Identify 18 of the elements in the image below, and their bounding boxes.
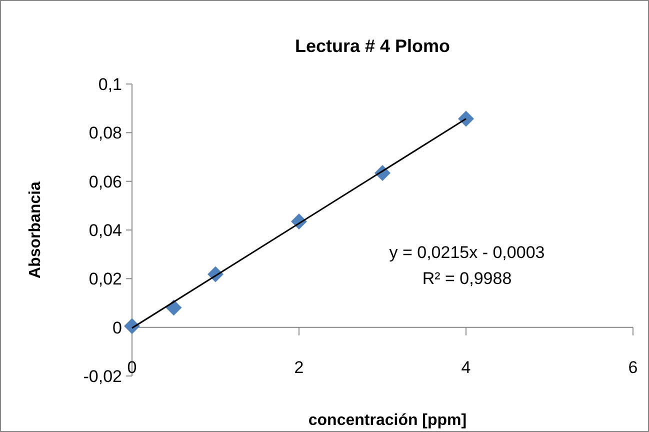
annotation: R² = 0,9988 (422, 269, 512, 288)
x-axis-title: concentración [ppm] (308, 412, 467, 429)
point (124, 318, 140, 334)
y-tick-label: -0,02 (83, 366, 122, 386)
y-tick-label: 0,08 (88, 124, 122, 143)
annotation: y = 0,0215x - 0,0003 (389, 243, 545, 262)
y-axis-title: Absorbancia (27, 181, 44, 278)
y-tick-label: 0,06 (88, 172, 122, 192)
y-tick-label: 0,04 (88, 220, 122, 240)
y-tick-label: 0,1 (98, 74, 122, 94)
point (458, 110, 474, 127)
chart-title: Lectura # 4 Plomo (294, 36, 450, 56)
x-tick-label: 2 (294, 358, 304, 377)
y-tick-label: 0,02 (88, 270, 122, 289)
x-tick-label: 6 (628, 358, 638, 377)
x-tick-label: 4 (461, 358, 471, 377)
y-tick-label: 0 (112, 318, 122, 338)
x-tick-label: 0 (127, 358, 137, 377)
